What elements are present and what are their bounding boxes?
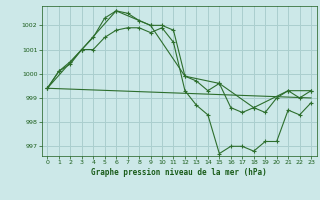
X-axis label: Graphe pression niveau de la mer (hPa): Graphe pression niveau de la mer (hPa)	[91, 168, 267, 177]
